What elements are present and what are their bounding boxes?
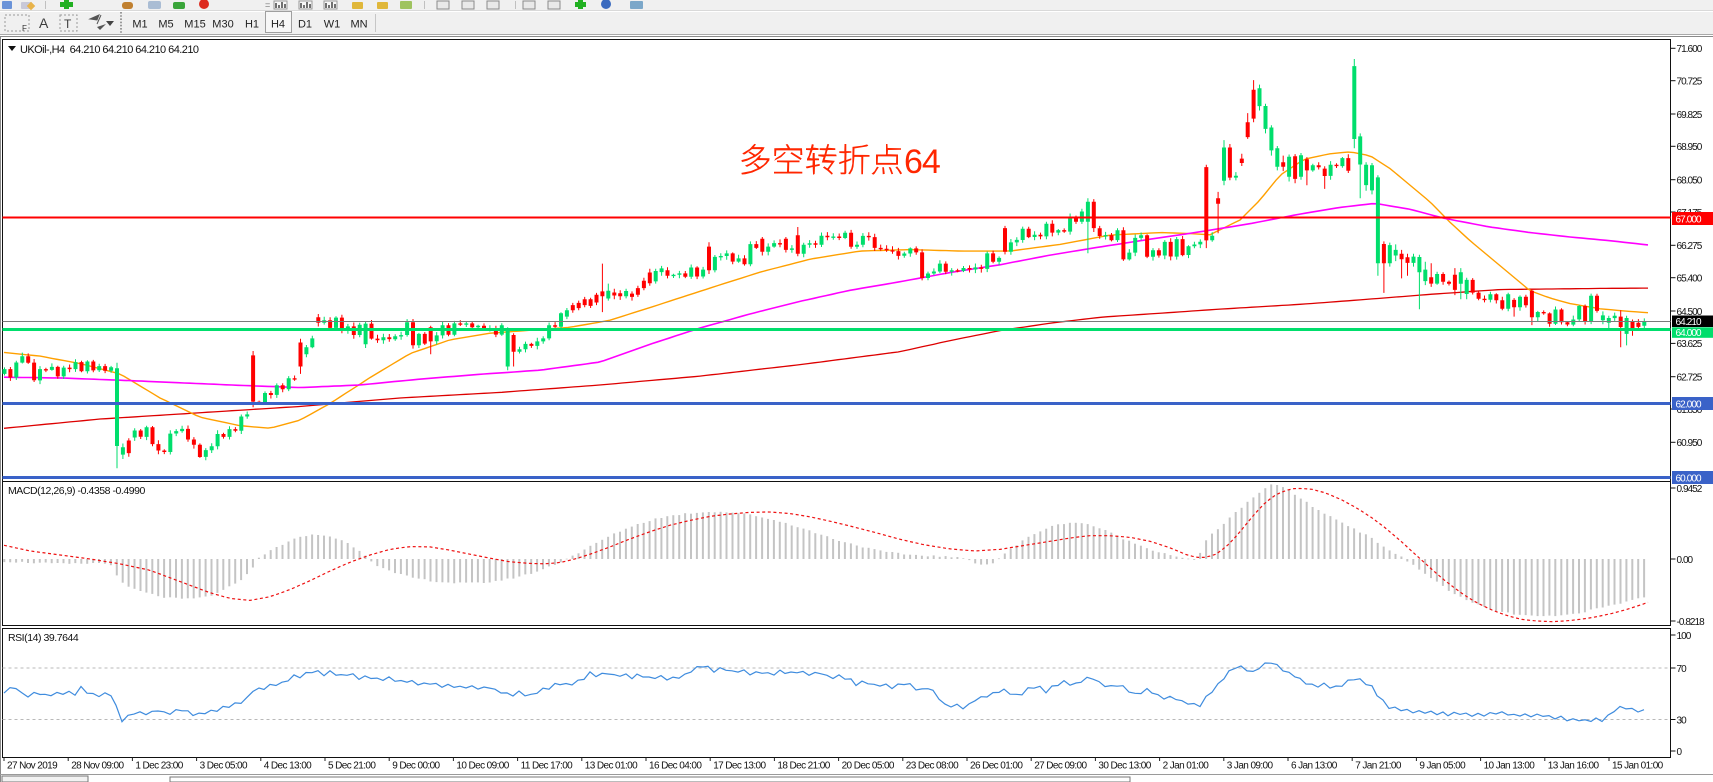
- svg-text:15 Jan 01:00: 15 Jan 01:00: [1612, 761, 1664, 772]
- svg-text:H4: H4: [271, 19, 285, 31]
- svg-text:F: F: [22, 24, 27, 33]
- svg-text:64: 64: [904, 143, 940, 181]
- svg-text:4 Dec 13:00: 4 Dec 13:00: [264, 761, 312, 772]
- svg-text:11 Dec 17:00: 11 Dec 17:00: [521, 761, 574, 772]
- svg-text:UKOil-,H4 64.210 64.210 64.21: UKOil-,H4 64.210 64.210 64.210 64.210: [20, 44, 199, 56]
- svg-text:71.600: 71.600: [1677, 44, 1703, 55]
- svg-text:9 Jan 05:00: 9 Jan 05:00: [1419, 761, 1466, 772]
- svg-text:-0.8218: -0.8218: [1677, 617, 1706, 628]
- svg-text:W1: W1: [324, 19, 341, 31]
- svg-text:3 Dec 05:00: 3 Dec 05:00: [200, 761, 248, 772]
- svg-text:1 Dec 23:00: 1 Dec 23:00: [135, 761, 183, 772]
- svg-text:62.725: 62.725: [1677, 373, 1703, 384]
- svg-text:7 Jan 21:00: 7 Jan 21:00: [1355, 761, 1402, 772]
- svg-text:9 Dec 00:00: 9 Dec 00:00: [392, 761, 440, 772]
- svg-text:30: 30: [1677, 715, 1688, 726]
- svg-text:M1: M1: [132, 19, 147, 31]
- svg-text:23 Dec 08:00: 23 Dec 08:00: [906, 761, 959, 772]
- svg-text:60.000: 60.000: [1676, 473, 1703, 484]
- svg-text:MN: MN: [350, 19, 367, 31]
- svg-text:60.950: 60.950: [1677, 438, 1703, 449]
- svg-text:M15: M15: [184, 19, 205, 31]
- svg-text:T: T: [64, 17, 72, 31]
- svg-text:28 Nov 09:00: 28 Nov 09:00: [71, 761, 124, 772]
- svg-text:2 Jan 01:00: 2 Jan 01:00: [1163, 761, 1210, 772]
- svg-text:17 Dec 13:00: 17 Dec 13:00: [713, 761, 766, 772]
- svg-text:61.850: 61.850: [1677, 405, 1703, 416]
- svg-text:65.400: 65.400: [1677, 274, 1703, 285]
- svg-text:66.275: 66.275: [1677, 241, 1703, 252]
- svg-text:27 Nov 2019: 27 Nov 2019: [7, 761, 58, 772]
- svg-text:5 Dec 21:00: 5 Dec 21:00: [328, 761, 376, 772]
- svg-text:16 Dec 04:00: 16 Dec 04:00: [649, 761, 702, 772]
- svg-text:M30: M30: [212, 19, 233, 31]
- svg-text:70: 70: [1677, 664, 1688, 675]
- svg-text:27 Dec 09:00: 27 Dec 09:00: [1034, 761, 1087, 772]
- svg-text:10 Dec 09:00: 10 Dec 09:00: [456, 761, 509, 772]
- svg-text:69.825: 69.825: [1677, 110, 1703, 121]
- svg-text:100: 100: [1677, 631, 1692, 642]
- svg-text:0.00: 0.00: [1677, 555, 1694, 566]
- svg-text:6 Jan 13:00: 6 Jan 13:00: [1291, 761, 1338, 772]
- svg-text:A: A: [39, 15, 49, 31]
- svg-text:18 Dec 21:00: 18 Dec 21:00: [777, 761, 830, 772]
- svg-text:0: 0: [1677, 747, 1683, 758]
- svg-text:H1: H1: [245, 19, 259, 31]
- svg-text:70.725: 70.725: [1677, 77, 1703, 88]
- svg-text:RSI(14) 39.7644: RSI(14) 39.7644: [8, 632, 79, 644]
- svg-text:M5: M5: [158, 19, 173, 31]
- svg-text:=: =: [265, 0, 270, 10]
- svg-text:68.950: 68.950: [1677, 142, 1703, 153]
- svg-text:64.500: 64.500: [1677, 307, 1703, 318]
- svg-text:63.625: 63.625: [1677, 339, 1703, 350]
- svg-text:64.210: 64.210: [1676, 317, 1703, 328]
- svg-text:62.000: 62.000: [1676, 399, 1703, 410]
- svg-text:D1: D1: [298, 19, 312, 31]
- svg-text:64.000: 64.000: [1676, 328, 1703, 339]
- svg-text:10 Jan 13:00: 10 Jan 13:00: [1484, 761, 1536, 772]
- svg-text:67.000: 67.000: [1676, 214, 1703, 225]
- svg-text:30 Dec 13:00: 30 Dec 13:00: [1098, 761, 1151, 772]
- svg-text:3 Jan 09:00: 3 Jan 09:00: [1227, 761, 1274, 772]
- svg-text:13 Jan 16:00: 13 Jan 16:00: [1548, 761, 1600, 772]
- svg-text:13 Dec 01:00: 13 Dec 01:00: [585, 761, 638, 772]
- svg-text:0.9452: 0.9452: [1677, 484, 1703, 495]
- svg-text:26 Dec 01:00: 26 Dec 01:00: [970, 761, 1023, 772]
- svg-text:MACD(12,26,9) -0.4358 -0.4990: MACD(12,26,9) -0.4358 -0.4990: [8, 485, 146, 497]
- svg-text:68.050: 68.050: [1677, 176, 1703, 187]
- svg-text:20 Dec 05:00: 20 Dec 05:00: [842, 761, 895, 772]
